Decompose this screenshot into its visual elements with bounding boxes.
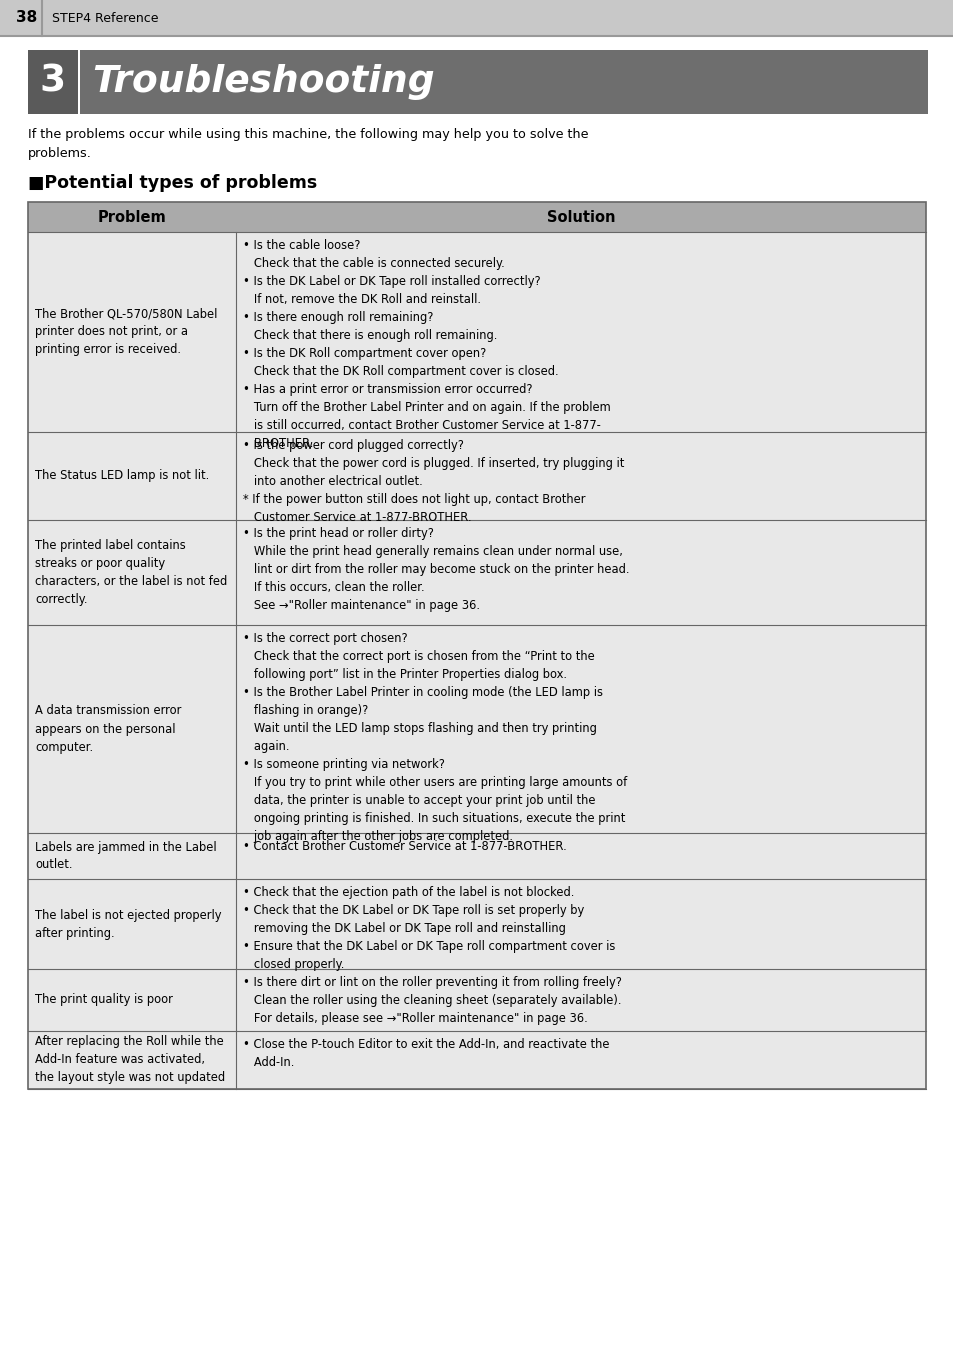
- Bar: [28, 50, 78, 114]
- Text: • Check that the ejection path of the label is not blocked.
• Check that the DK : • Check that the ejection path of the la…: [243, 886, 615, 971]
- Text: The printed label contains
streaks or poor quality
characters, or the label is n: The printed label contains streaks or po…: [35, 539, 227, 606]
- Text: The label is not ejected properly
after printing.: The label is not ejected properly after …: [35, 909, 221, 940]
- Bar: [28, 833, 925, 879]
- Bar: [80, 50, 927, 114]
- Text: Labels are jammed in the Label
outlet.: Labels are jammed in the Label outlet.: [35, 841, 216, 872]
- Text: • Is the print head or roller dirty?
   While the print head generally remains c: • Is the print head or roller dirty? Whi…: [243, 527, 629, 612]
- Bar: [28, 879, 925, 969]
- Text: After replacing the Roll while the
Add-In feature was activated,
the layout styl: After replacing the Roll while the Add-I…: [35, 1036, 225, 1084]
- Text: Problem: Problem: [97, 210, 166, 224]
- Text: A data transmission error
appears on the personal
computer.: A data transmission error appears on the…: [35, 704, 181, 753]
- Text: • Contact Brother Customer Service at 1-877-BROTHER.: • Contact Brother Customer Service at 1-…: [243, 840, 566, 853]
- Text: • Is there dirt or lint on the roller preventing it from rolling freely?
   Clea: • Is there dirt or lint on the roller pr…: [243, 976, 621, 1025]
- Bar: [0, 0, 953, 37]
- Bar: [28, 201, 925, 233]
- Text: • Close the P-touch Editor to exit the Add-In, and reactivate the
   Add-In.: • Close the P-touch Editor to exit the A…: [243, 1038, 609, 1069]
- Text: 3: 3: [40, 64, 66, 100]
- Bar: [28, 233, 925, 433]
- Bar: [28, 969, 925, 1032]
- Bar: [28, 201, 925, 1088]
- Text: • Is the correct port chosen?
   Check that the correct port is chosen from the : • Is the correct port chosen? Check that…: [243, 631, 626, 844]
- Text: • Is the cable loose?
   Check that the cable is connected securely.
• Is the DK: • Is the cable loose? Check that the cab…: [243, 239, 610, 450]
- Text: Troubleshooting: Troubleshooting: [91, 64, 435, 100]
- Text: 38: 38: [16, 11, 37, 26]
- Bar: [28, 433, 925, 521]
- Text: If the problems occur while using this machine, the following may help you to so: If the problems occur while using this m…: [28, 128, 588, 160]
- Bar: [28, 625, 925, 833]
- Text: The Brother QL-570/580N Label
printer does not print, or a
printing error is rec: The Brother QL-570/580N Label printer do…: [35, 307, 217, 357]
- Text: The print quality is poor: The print quality is poor: [35, 994, 172, 1006]
- Text: • Is the power cord plugged correctly?
   Check that the power cord is plugged. : • Is the power cord plugged correctly? C…: [243, 439, 623, 525]
- Text: STEP4 Reference: STEP4 Reference: [52, 12, 158, 24]
- Text: ■Potential types of problems: ■Potential types of problems: [28, 174, 317, 192]
- Bar: [28, 521, 925, 625]
- Text: The Status LED lamp is not lit.: The Status LED lamp is not lit.: [35, 469, 209, 483]
- Bar: [28, 1032, 925, 1088]
- Text: Solution: Solution: [546, 210, 615, 224]
